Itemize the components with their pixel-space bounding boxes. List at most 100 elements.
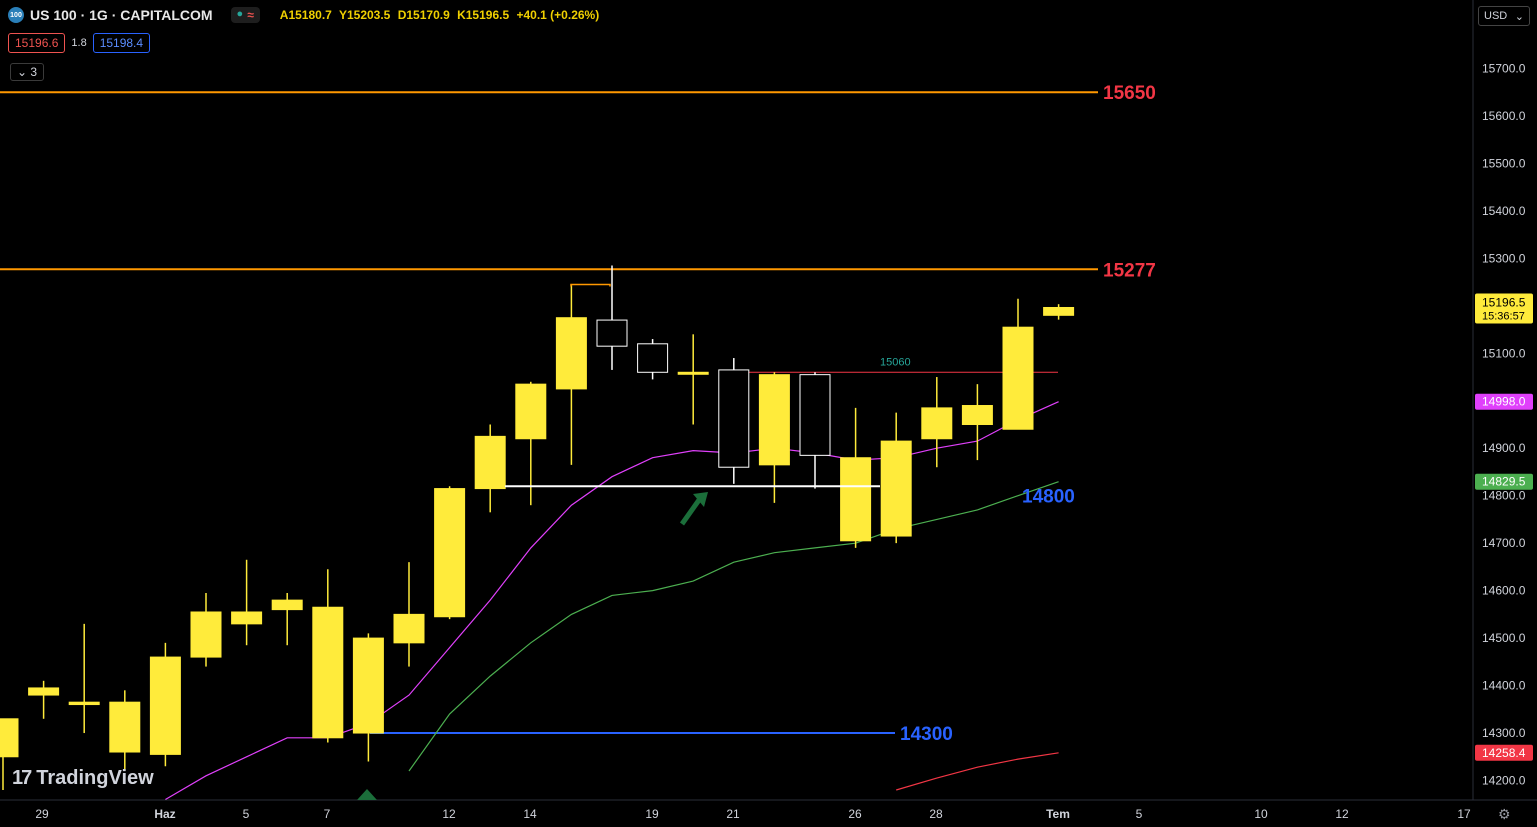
candle-body — [1043, 306, 1075, 316]
candle — [0, 718, 19, 790]
chart-header: 100 US 100 · 1G · CAPITALCOM ● ≈ A15180.… — [8, 7, 603, 23]
market-status[interactable]: ● ≈ — [230, 7, 260, 23]
price-badge-bg — [1475, 473, 1533, 490]
last-price-value: 15196.5 — [1482, 295, 1526, 309]
market-open-dot-icon: ● — [236, 8, 244, 20]
chevron-down-icon: ⌄ — [1514, 10, 1524, 23]
time-tick-label: Haz — [154, 807, 175, 821]
price-badge: 14829.5 — [1475, 473, 1533, 490]
candle-body — [352, 637, 384, 734]
candle-body — [677, 371, 709, 375]
time-tick-label: 28 — [929, 807, 943, 821]
price-badge: 14998.0 — [1475, 393, 1533, 410]
candle — [393, 562, 425, 667]
candle — [840, 407, 872, 548]
buy-button[interactable]: 15198.4 — [92, 33, 151, 53]
candle-body — [190, 611, 222, 658]
trade-buttons: 15196.6 1.8 15198.4 — [8, 33, 151, 53]
candle — [758, 372, 790, 503]
price-tick-label: 14300.0 — [1482, 726, 1526, 740]
candle-body — [28, 687, 60, 696]
ohlc-close: K15196.5 — [457, 8, 510, 22]
up-arrow-shaft — [679, 498, 702, 526]
price-badge: 14258.4 — [1475, 744, 1533, 761]
ohlc-high: Y15203.5 — [338, 8, 391, 22]
candle — [677, 334, 709, 425]
candle-body — [474, 435, 506, 490]
time-tick-label: 5 — [243, 807, 250, 821]
candle — [555, 284, 587, 465]
sell-button[interactable]: 15196.6 — [8, 33, 66, 53]
ohlc-low: D15170.9 — [397, 8, 450, 22]
chevron-down-icon: ⌄ — [17, 65, 28, 79]
gear-icon[interactable]: ⚙ — [1498, 806, 1511, 822]
price-tick-label: 14800.0 — [1482, 489, 1526, 503]
time-tick-label: 21 — [726, 807, 740, 821]
symbol-title[interactable]: US 100 · 1G · CAPITALCOM — [30, 7, 213, 23]
time-tick-label: 19 — [645, 807, 659, 821]
price-badge-bg — [1475, 393, 1533, 410]
candle-body — [718, 369, 750, 468]
price-tick-label: 14900.0 — [1482, 441, 1526, 455]
candle-body — [515, 383, 547, 440]
candle — [961, 384, 993, 461]
price-badge-bg — [1475, 744, 1533, 761]
candle — [880, 412, 912, 544]
candle-body — [1002, 326, 1034, 430]
price-badge-label: 14258.4 — [1482, 746, 1526, 760]
candle-body — [961, 405, 993, 426]
candle — [28, 680, 60, 719]
price-tick-label: 14400.0 — [1482, 679, 1526, 693]
candle-body — [231, 611, 263, 625]
last-price-bg — [1475, 293, 1533, 324]
bar-countdown: 15:36:57 — [1482, 310, 1525, 322]
ohlc-readout: A15180.7 Y15203.5 D15170.9 K15196.5 +40.… — [280, 8, 603, 22]
candle-body — [149, 656, 181, 755]
price-tick-label: 14500.0 — [1482, 631, 1526, 645]
data-delay-icon: ≈ — [247, 8, 254, 22]
candle-body — [637, 343, 669, 373]
candle — [312, 569, 344, 743]
indicators-toggle-button[interactable]: ⌄ 3 — [10, 63, 45, 81]
candle — [637, 339, 669, 380]
time-tick-label: Tem — [1046, 807, 1070, 821]
indicators-count: 3 — [30, 65, 38, 79]
time-tick-label: 17 — [1457, 807, 1471, 821]
candle-body — [0, 718, 19, 758]
candle-body — [68, 701, 100, 706]
ohlc-open: A15180.7 — [279, 8, 332, 22]
up-arrow-icon — [679, 492, 708, 526]
candle — [596, 265, 628, 370]
price-tick-label: 15400.0 — [1482, 204, 1526, 218]
candle-body — [271, 599, 303, 611]
high-bracket-line — [570, 283, 611, 287]
time-tick-label: 5 — [1136, 807, 1143, 821]
spread-value: 1.8 — [71, 37, 87, 49]
candle — [352, 633, 384, 762]
moving-average-line-2 — [408, 481, 1059, 772]
tradingview-mark-icon: 17 — [12, 767, 32, 789]
moving-average-line-3 — [896, 752, 1059, 791]
candle-body — [799, 374, 831, 456]
support-label-14300: 14300 — [900, 724, 953, 745]
candle-body — [596, 319, 628, 347]
candle — [434, 486, 466, 620]
time-tick-label: 12 — [1335, 807, 1349, 821]
candle — [718, 358, 750, 484]
currency-select[interactable]: USD ⌄ — [1478, 6, 1530, 26]
candle-body — [758, 374, 790, 466]
resistance-label-15650: 15650 — [1103, 83, 1156, 104]
last-price-badge: 15196.515:36:57 — [1475, 293, 1533, 324]
candle — [1002, 298, 1034, 430]
candle — [799, 372, 831, 489]
time-tick-label: 12 — [442, 807, 456, 821]
up-arrow-icon — [357, 789, 377, 800]
price-tick-label: 15700.0 — [1482, 62, 1526, 76]
candle — [231, 559, 263, 646]
time-tick-label: 26 — [848, 807, 862, 821]
price-badge-label: 14829.5 — [1482, 475, 1526, 489]
support-label-14800: 14800 — [1022, 487, 1075, 508]
candle-body — [393, 613, 425, 644]
tradingview-logo-text: TradingView — [36, 767, 154, 789]
